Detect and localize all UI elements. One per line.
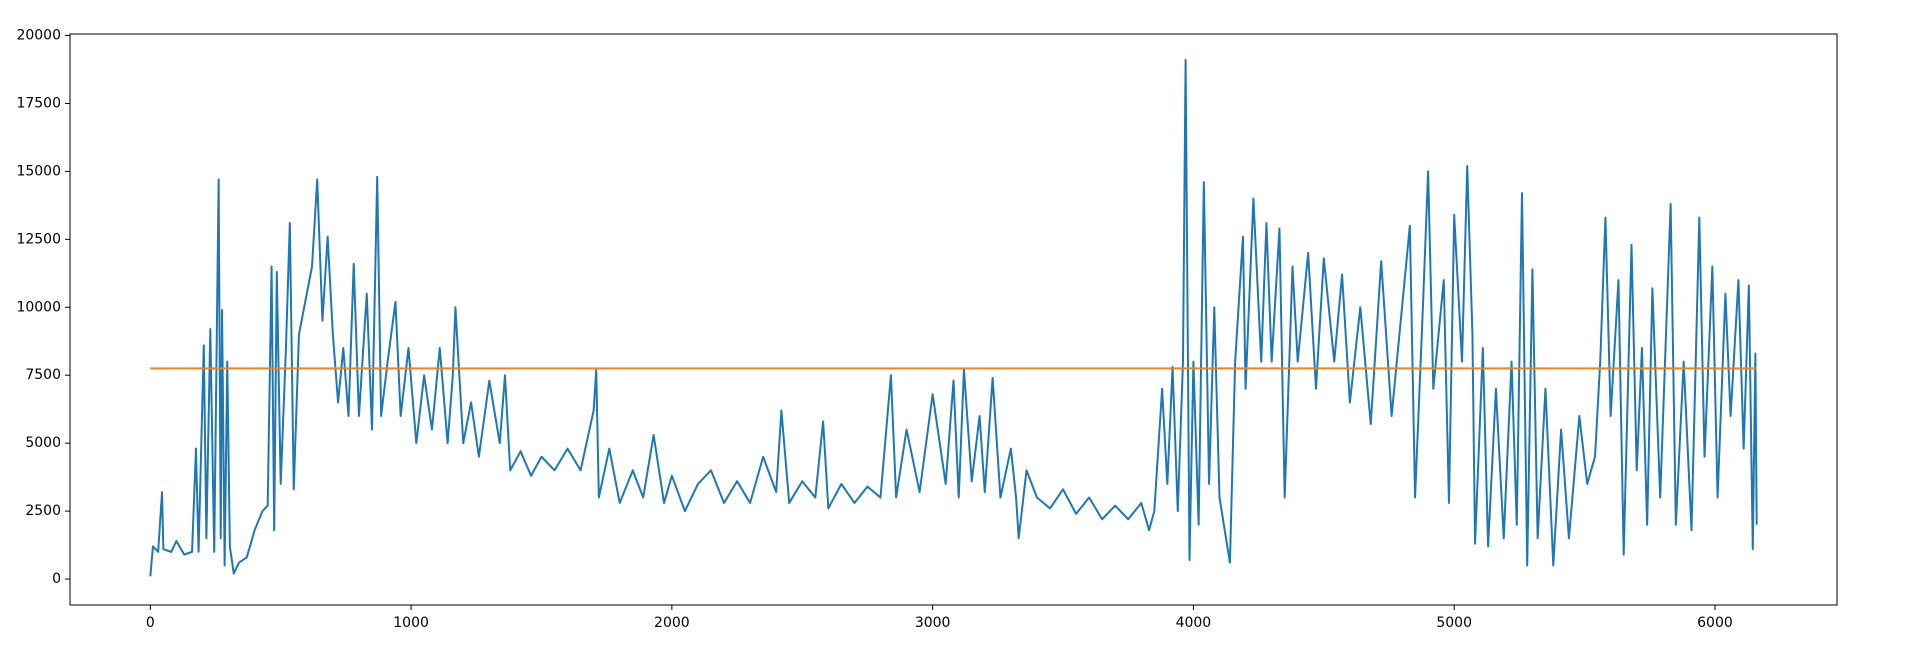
x-tick-label: 2000 xyxy=(654,615,690,631)
x-tick-label: 3000 xyxy=(915,615,951,631)
x-tick-label: 5000 xyxy=(1436,615,1472,631)
y-tick-label: 15000 xyxy=(16,163,61,179)
x-tick-label: 0 xyxy=(146,615,155,631)
y-tick-label: 0 xyxy=(52,571,61,587)
plot-frame xyxy=(69,33,1838,606)
y-tick-label: 5000 xyxy=(25,435,61,451)
x-tick-label: 6000 xyxy=(1697,615,1733,631)
y-tick-label: 10000 xyxy=(16,299,61,315)
x-tick-label: 1000 xyxy=(393,615,429,631)
y-tick-label: 17500 xyxy=(16,95,61,111)
y-tick-label: 12500 xyxy=(16,231,61,247)
y-tick-label: 2500 xyxy=(25,503,61,519)
data-line xyxy=(149,58,1758,577)
y-tick-label: 7500 xyxy=(25,367,61,383)
y-tick-label: 20000 xyxy=(16,27,61,43)
x-tick-label: 4000 xyxy=(1176,615,1212,631)
